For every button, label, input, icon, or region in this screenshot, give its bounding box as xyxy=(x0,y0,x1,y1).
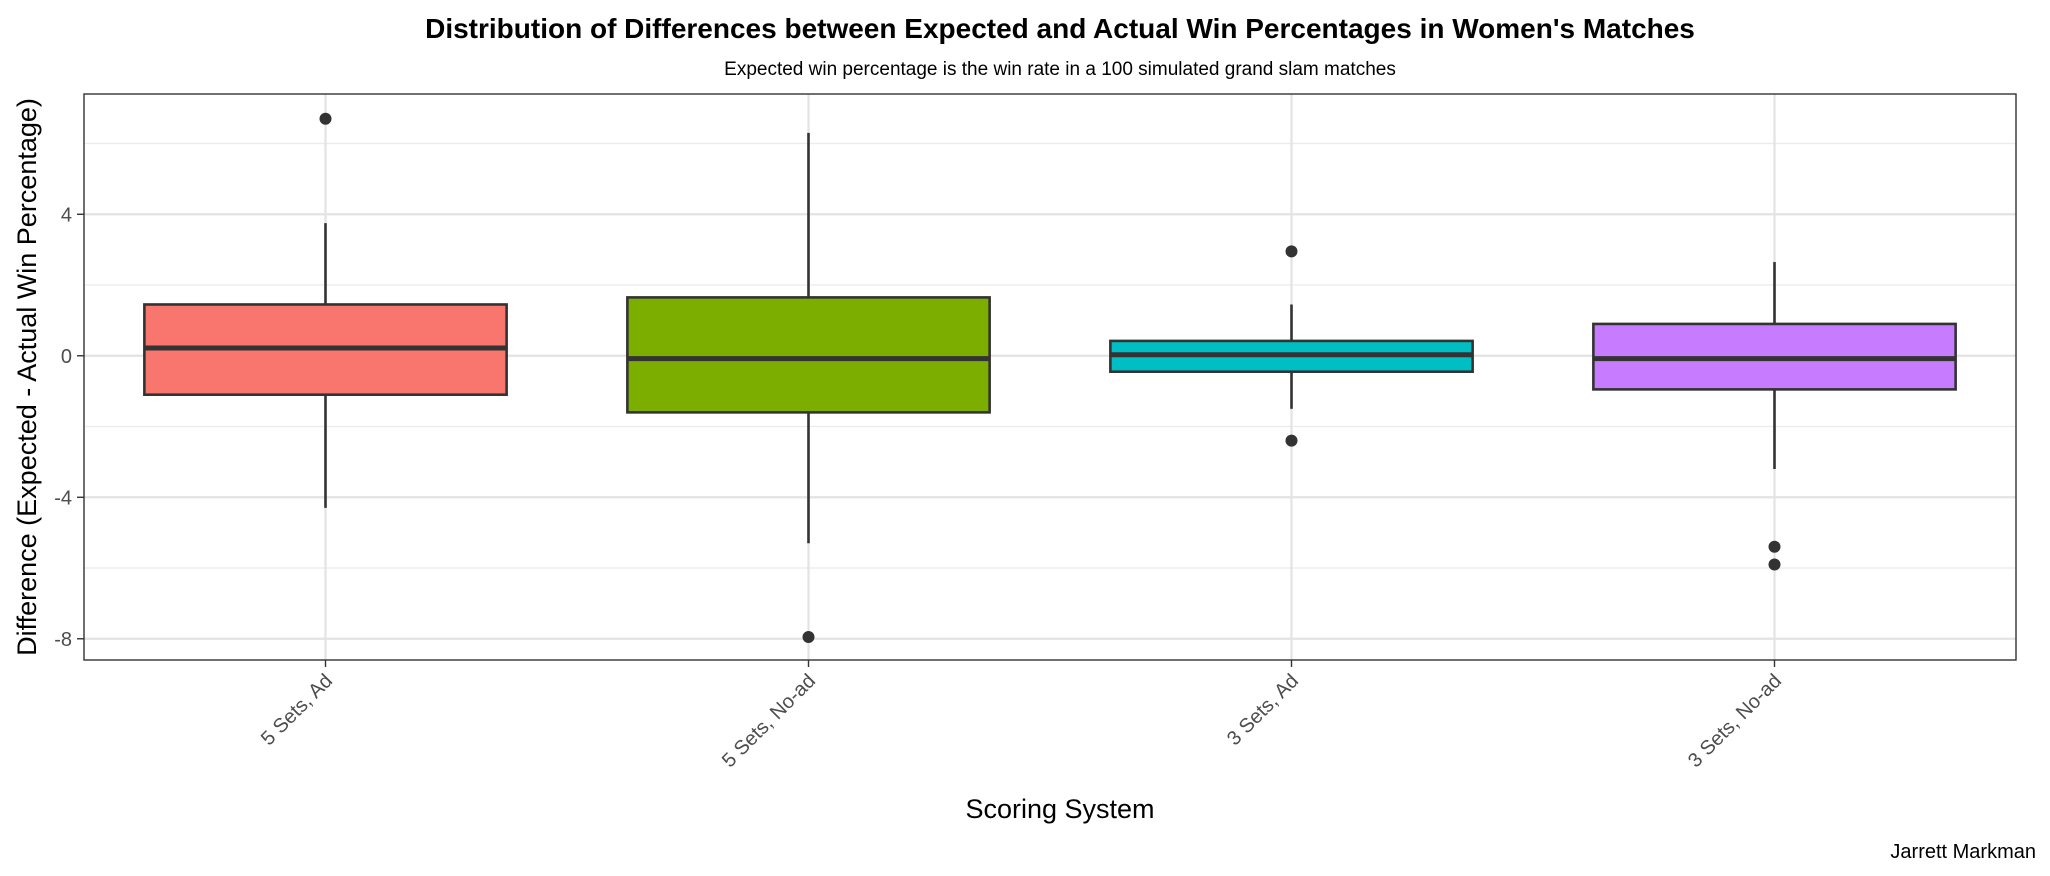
outlier-point xyxy=(1285,245,1298,258)
x-axis-title: Scoring System xyxy=(965,794,1154,824)
plot-panel-border xyxy=(83,93,2017,661)
box-4 xyxy=(1592,262,1957,571)
box-body xyxy=(626,296,991,414)
outlier-point xyxy=(1285,434,1298,447)
outlier-point xyxy=(319,112,332,125)
boxes-layer xyxy=(143,112,1957,644)
y-tick-label: 0 xyxy=(61,346,72,368)
y-tick-label: -8 xyxy=(54,629,72,651)
x-tick-label: 5 Sets, No-ad xyxy=(718,670,820,772)
x-tick-label: 3 Sets, No-ad xyxy=(1684,670,1786,772)
outlier-point xyxy=(802,631,815,644)
outlier-point xyxy=(1768,558,1781,571)
box-1 xyxy=(143,112,508,508)
chart-caption: Jarrett Markman xyxy=(1890,841,2036,863)
x-tick-label: 5 Sets, Ad xyxy=(257,670,337,750)
y-tick-label: -4 xyxy=(54,487,72,509)
y-axis-title: Difference (Expected - Actual Win Percen… xyxy=(12,98,42,656)
x-tick-label: 3 Sets, Ad xyxy=(1223,670,1303,750)
box-3 xyxy=(1109,245,1474,447)
y-tick-label: 4 xyxy=(61,204,72,226)
outlier-point xyxy=(1768,540,1781,553)
box-2 xyxy=(626,132,991,644)
chart-title: Distribution of Differences between Expe… xyxy=(425,13,1695,44)
chart-subtitle: Expected win percentage is the win rate … xyxy=(724,59,1396,80)
